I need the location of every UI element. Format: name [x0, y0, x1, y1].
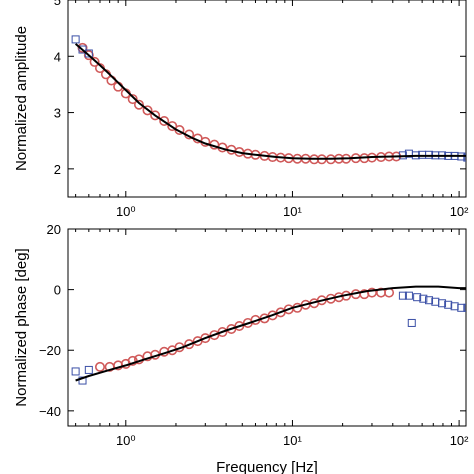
fit-line [75, 285, 466, 382]
y-tick-label: 0 [54, 283, 61, 298]
data-point-square [71, 35, 80, 44]
x-tick-label: 10² [450, 204, 469, 219]
data-point-square [438, 299, 447, 308]
y-tick-label: −20 [39, 343, 61, 358]
phase-panel: −40 −20 0 20 10⁰ 10¹ 10² Normalized phase [deg]… [13, 222, 469, 474]
data-point-square [407, 318, 416, 327]
data-point-circle [127, 94, 138, 105]
fit-line [74, 43, 466, 160]
data-point-square [413, 293, 422, 302]
plot-frame [67, 228, 467, 427]
y-tick-label: 3 [54, 106, 61, 121]
x-tick-label: 10¹ [283, 433, 302, 448]
data-point-circle [184, 339, 195, 350]
x-tick-label: 10⁰ [116, 433, 136, 448]
data-point-circle [142, 105, 153, 116]
data-point-square [398, 291, 407, 300]
y-axis-label: Normalized amplitude [13, 26, 30, 171]
data-point-square [84, 365, 93, 374]
x-tick-label: 10⁰ [116, 204, 136, 219]
data-point-circle [234, 320, 245, 331]
y-tick-label: 20 [47, 222, 61, 237]
x-tick-label: 10² [450, 433, 469, 448]
y-axis-label: Normalized phase [deg] [13, 248, 30, 406]
y-tick-label: 4 [54, 49, 61, 64]
data-point-circle [83, 50, 94, 61]
data-point-circle [89, 56, 100, 67]
x-axis-label: Frequency [Hz] [216, 459, 318, 474]
data-point-circle [200, 333, 211, 344]
data-point-circle [217, 327, 228, 338]
data-point-square [425, 296, 434, 305]
data-point-circle [77, 42, 88, 53]
data-point-square [425, 150, 434, 159]
data-point-square [419, 294, 428, 303]
data-point-circle [94, 361, 105, 372]
amplitude-panel: 2 3 4 5 10⁰ 10¹ 10² Normalized amplitude [13, 0, 469, 219]
data-point-square [463, 303, 466, 312]
data-point-square [463, 153, 466, 162]
data-point-square [404, 291, 413, 300]
y-tick-label: 5 [54, 0, 61, 8]
data-point-square [78, 376, 87, 385]
data-point-circle [133, 99, 144, 110]
y-tick-label: 2 [54, 162, 61, 177]
data-point-circle [159, 116, 170, 127]
data-layer [71, 285, 466, 385]
data-point-square [457, 303, 466, 312]
y-tick-label: −40 [39, 404, 61, 419]
data-point-square [71, 367, 80, 376]
x-tick-label: 10¹ [283, 204, 302, 219]
data-point-circle [150, 110, 161, 121]
plot-frame [67, 0, 467, 198]
data-layer [71, 35, 466, 165]
data-point-square [444, 300, 453, 309]
